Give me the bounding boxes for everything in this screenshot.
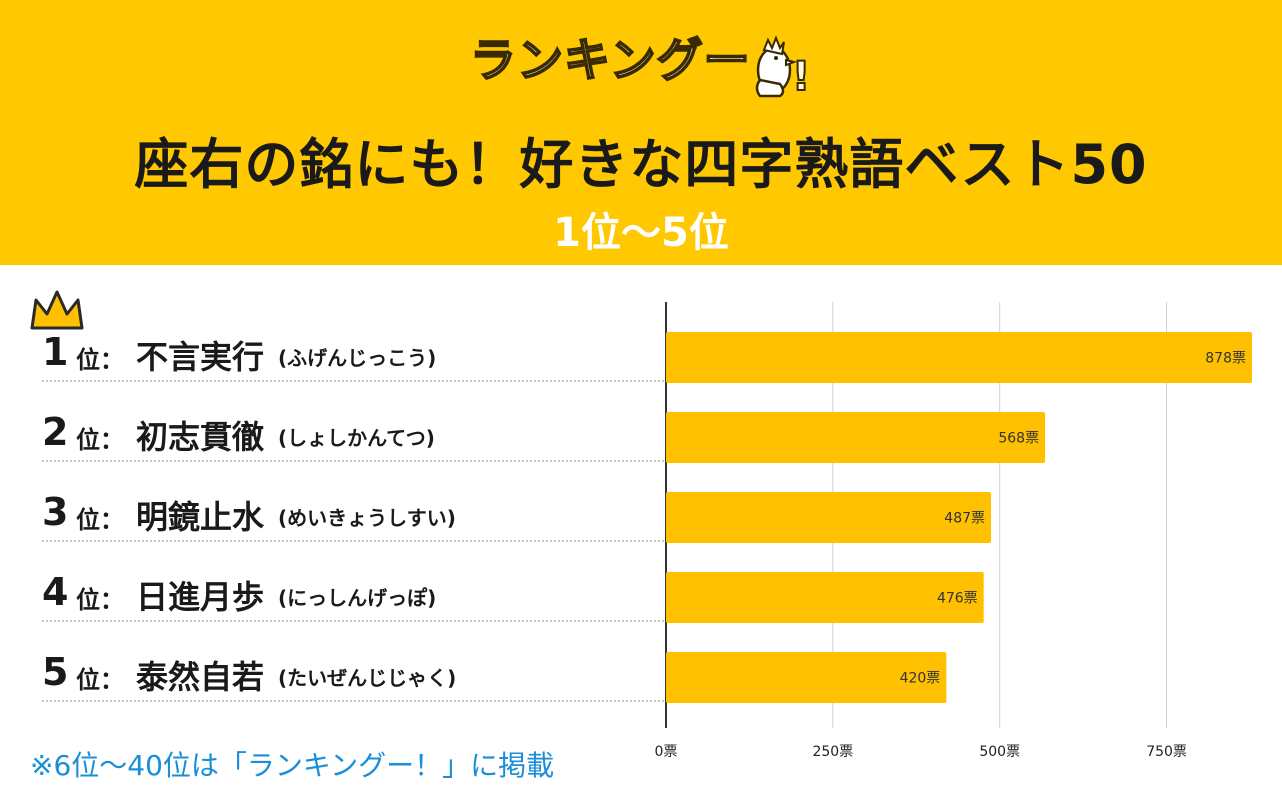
idiom-label: 日進月歩 [136,578,265,616]
page-title: 座右の銘にも！好きな四字熟語ベスト50 [134,133,1148,196]
idiom-reading: (しょしかんてつ) [278,426,435,450]
crown-icon [30,290,84,330]
idiom-label: 初志貫徹 [136,418,265,456]
bar-value-label: 568票 [998,431,1039,447]
rank-number: 2 [42,410,69,454]
row-divider [42,460,692,462]
rank-suffix: 位： [76,666,124,694]
idiom-reading: (めいきょうしすい) [278,506,456,530]
bar-2 [666,412,1046,463]
site-logo[interactable]: ランキングー ! [469,18,815,108]
bar-value-label: 878票 [1205,351,1246,367]
ranking-row-2: 2 位： 初志貫徹 (しょしかんてつ) [42,410,692,462]
row-divider [42,620,692,622]
ranking-row-1: 1 位： 不言実行 (ふげんじっこう) [42,330,692,382]
chicken-thumbs-up-icon: ! [755,35,811,101]
ranking-row-5: 5 位： 泰然自若 (たいぜんじじゃく) [42,650,692,702]
rank-suffix: 位： [76,346,124,374]
row-divider [42,540,692,542]
idiom-reading: (にっしんげっぽ) [278,586,437,610]
header-banner: ランキングー ! 座右の銘にも！好きな四字熟語ベスト50 1位〜5位 [0,0,1282,265]
rank-suffix: 位： [76,426,124,454]
rank-number: 1 [42,330,69,374]
x-tick-label: 750票 [1146,744,1187,760]
bar-4 [666,572,984,623]
footnote-link[interactable]: ※6位〜40位は「ランキングー！」に掲載 [30,749,555,782]
idiom-reading: (たいぜんじじゃく) [278,666,457,690]
idiom-label: 不言実行 [136,338,265,376]
bar-1 [666,332,1252,383]
bar-5 [666,652,947,703]
idiom-label: 明鏡止水 [136,498,265,536]
ranking-row-3: 3 位： 明鏡止水 (めいきょうしすい) [42,490,692,542]
rank-number: 3 [42,490,69,534]
row-divider [42,700,692,702]
bar-3 [666,492,992,543]
idiom-label: 泰然自若 [136,658,265,696]
rank-suffix: 位： [76,586,124,614]
rank-number: 4 [42,570,69,614]
bar-value-label: 420票 [900,671,941,687]
logo-mark: ! [792,54,810,100]
ranking-row-4: 4 位： 日進月歩 (にっしんげっぽ) [42,570,692,622]
idiom-reading: (ふげんじっこう) [278,346,437,370]
x-tick-label: 500票 [979,744,1020,760]
x-tick-label: 0票 [655,744,678,760]
x-tick-label: 250票 [812,744,853,760]
logo-text: ランキングー [469,32,751,88]
bar-value-label: 487票 [944,511,985,527]
page-subtitle: 1位〜5位 [553,210,729,256]
rank-number: 5 [42,650,69,694]
row-divider [42,380,692,382]
bar-value-label: 476票 [937,591,978,607]
rank-suffix: 位： [76,506,124,534]
